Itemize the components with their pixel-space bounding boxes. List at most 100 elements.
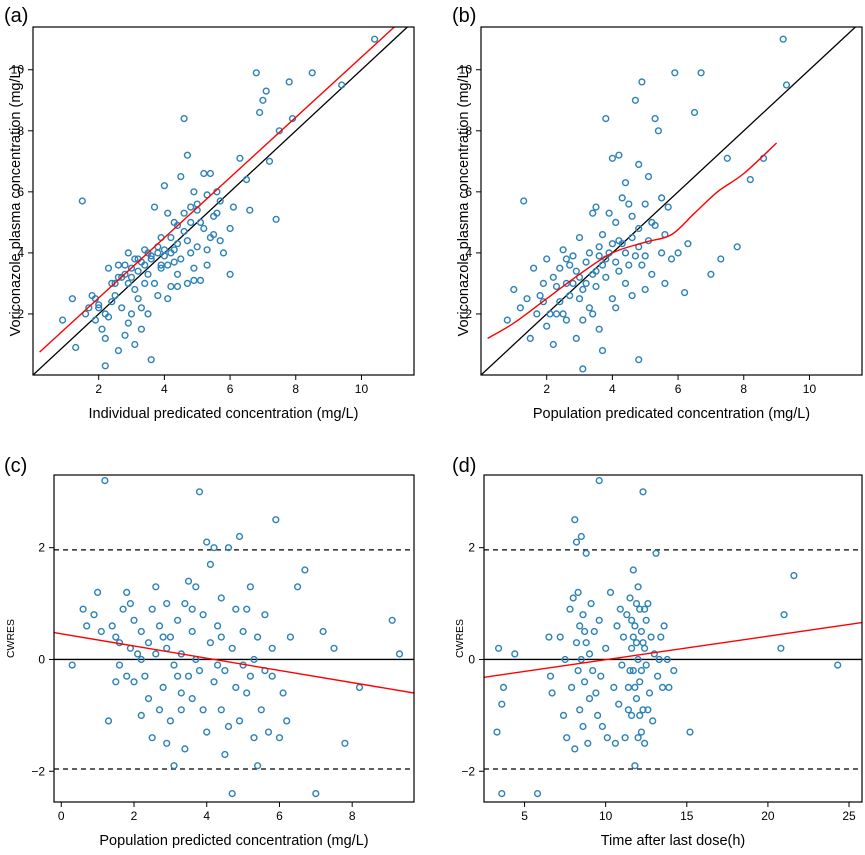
data-point	[637, 666, 646, 675]
data-point	[170, 246, 178, 254]
data-point	[131, 255, 139, 263]
panel-label: (a)	[4, 5, 28, 27]
data-point	[206, 639, 215, 647]
data-point	[203, 246, 211, 254]
data-point	[628, 212, 636, 220]
data-point	[236, 154, 244, 162]
data-point	[589, 209, 597, 217]
data-point	[631, 622, 639, 630]
x-tick-label: 10	[355, 382, 369, 396]
data-point	[663, 655, 671, 664]
data-point	[259, 96, 267, 104]
data-point	[626, 666, 634, 675]
data-point	[90, 611, 98, 619]
data-point	[655, 655, 663, 664]
data-point	[686, 728, 694, 736]
data-point	[187, 249, 195, 257]
data-point	[173, 270, 182, 278]
data-point	[79, 605, 87, 613]
data-point	[160, 182, 169, 190]
data-point	[629, 666, 637, 675]
data-point	[200, 169, 208, 178]
data-point	[180, 227, 188, 236]
x-tick-label: 8	[740, 382, 747, 396]
data-point	[652, 549, 660, 557]
data-point	[147, 356, 155, 364]
data-point	[580, 678, 589, 686]
data-point	[625, 200, 633, 208]
data-point	[621, 734, 629, 742]
y-axis-label: Voriconazole plasma concentration (mg/L)	[8, 66, 24, 337]
data-point	[101, 477, 109, 485]
data-point	[221, 750, 229, 759]
data-point	[598, 231, 607, 239]
data-point	[150, 203, 159, 211]
data-point	[559, 711, 568, 720]
data-point	[265, 157, 274, 165]
y-tick-label: 4	[17, 246, 24, 260]
data-point	[127, 273, 136, 281]
data-point	[639, 488, 647, 496]
data-point	[195, 666, 204, 675]
y-tick-label: 2	[465, 307, 472, 321]
x-tick-label: 4	[203, 809, 210, 823]
data-point	[556, 298, 564, 306]
data-point	[653, 672, 662, 680]
data-point	[137, 325, 146, 333]
data-point	[610, 683, 618, 692]
data-point	[108, 622, 116, 630]
data-point	[228, 644, 236, 652]
data-point	[639, 639, 647, 647]
data-point	[598, 261, 607, 269]
data-point	[595, 252, 603, 260]
data-point	[626, 594, 634, 602]
data-point	[268, 672, 276, 680]
data-point	[152, 650, 160, 658]
data-point	[597, 672, 605, 680]
data-point	[658, 683, 667, 692]
data-point	[114, 261, 123, 269]
data-point	[834, 661, 842, 669]
data-point	[160, 246, 169, 254]
data-point	[566, 292, 574, 300]
data-point	[529, 264, 538, 272]
data-point	[195, 488, 204, 496]
data-point	[608, 295, 617, 303]
data-point	[180, 209, 188, 217]
data-point	[121, 270, 129, 278]
data-point	[232, 683, 240, 692]
data-point	[562, 316, 571, 324]
data-point	[256, 108, 264, 117]
data-point	[159, 633, 167, 641]
data-point	[254, 633, 262, 641]
data-point	[549, 340, 557, 349]
data-point	[723, 154, 731, 162]
y-axis-label: CWRES	[454, 619, 466, 658]
data-point	[164, 261, 172, 269]
data-point	[644, 173, 653, 181]
y-tick-label: 2	[17, 307, 24, 321]
data-point	[684, 240, 692, 248]
data-point	[536, 292, 544, 300]
data-point	[144, 310, 152, 318]
data-point	[782, 81, 791, 89]
data-point	[330, 644, 338, 652]
x-tick-label: 0	[58, 809, 65, 823]
data-point	[631, 252, 640, 260]
data-point	[157, 264, 165, 272]
data-point	[697, 69, 705, 77]
data-point	[618, 194, 626, 202]
data-point	[608, 240, 617, 248]
data-point	[286, 633, 295, 641]
data-point	[632, 639, 641, 647]
x-tick-label: 20	[761, 809, 775, 823]
plot-frame	[483, 474, 863, 803]
data-point	[637, 627, 646, 636]
data-point	[637, 728, 646, 736]
data-point	[582, 258, 590, 266]
x-tick-label: 2	[131, 809, 138, 823]
data-point	[657, 633, 665, 641]
data-point	[226, 224, 234, 233]
data-point	[130, 616, 138, 624]
